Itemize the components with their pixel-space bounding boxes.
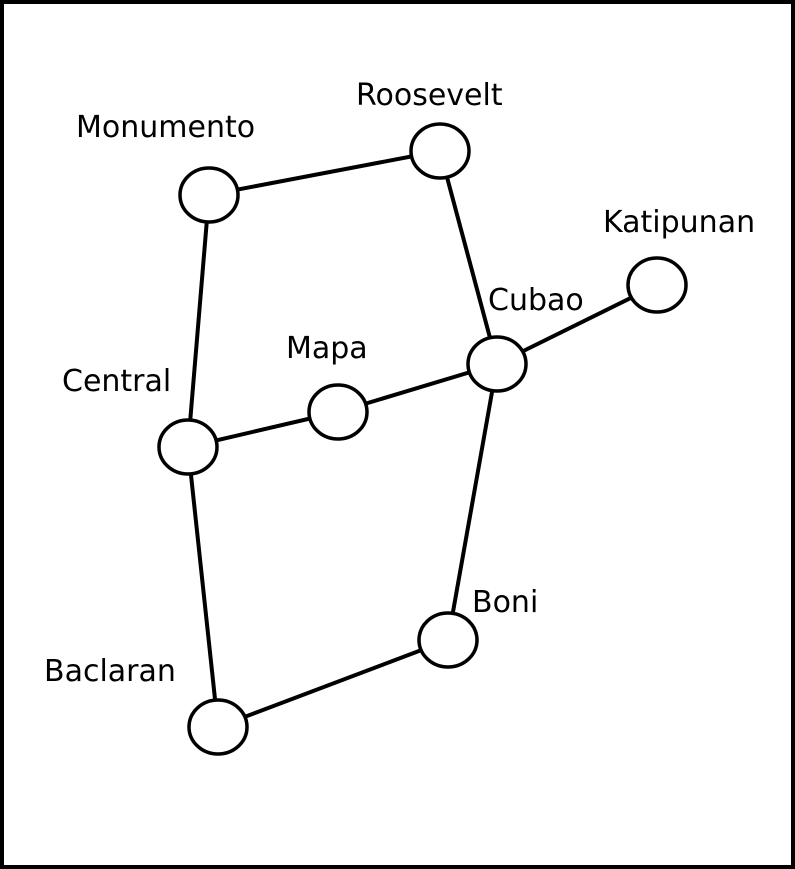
node-label-katipunan: Katipunan — [603, 205, 755, 240]
node-monumento: Monumento — [76, 110, 255, 224]
node-baclaran: Baclaran — [44, 654, 249, 756]
edge-baclaran-boni — [216, 638, 450, 729]
node-roosevelt: Roosevelt — [356, 78, 503, 180]
node-label-monumento: Monumento — [76, 110, 255, 145]
nodes-layer: Monumento Roosevelt Katipunan Cubao Mapa — [44, 78, 755, 756]
node-circle-boni — [417, 611, 479, 669]
node-circle-monumento — [178, 166, 240, 224]
node-circle-katipunan — [626, 256, 688, 314]
node-label-baclaran: Baclaran — [44, 654, 176, 689]
node-katipunan: Katipunan — [603, 205, 755, 314]
node-circle-central — [157, 418, 219, 476]
node-cubao: Cubao — [466, 283, 584, 393]
node-label-central: Central — [62, 364, 171, 399]
node-circle-cubao — [466, 335, 528, 393]
edge-roosevelt-cubao — [438, 149, 499, 366]
edge-monumento-central — [186, 193, 211, 449]
node-circle-mapa — [307, 383, 369, 441]
node-label-mapa: Mapa — [286, 331, 368, 366]
edge-monumento-roosevelt — [207, 149, 442, 197]
edge-central-baclaran — [186, 445, 220, 729]
node-mapa: Mapa — [286, 331, 369, 441]
node-label-boni: Boni — [472, 585, 538, 620]
node-label-cubao: Cubao — [488, 283, 584, 318]
edge-cubao-boni — [446, 362, 499, 642]
node-boni: Boni — [417, 585, 538, 669]
node-circle-roosevelt — [409, 122, 471, 180]
station-graph: Monumento Roosevelt Katipunan Cubao Mapa — [44, 78, 755, 756]
node-central: Central — [62, 364, 219, 476]
node-label-roosevelt: Roosevelt — [356, 78, 503, 113]
node-circle-baclaran — [187, 698, 249, 756]
